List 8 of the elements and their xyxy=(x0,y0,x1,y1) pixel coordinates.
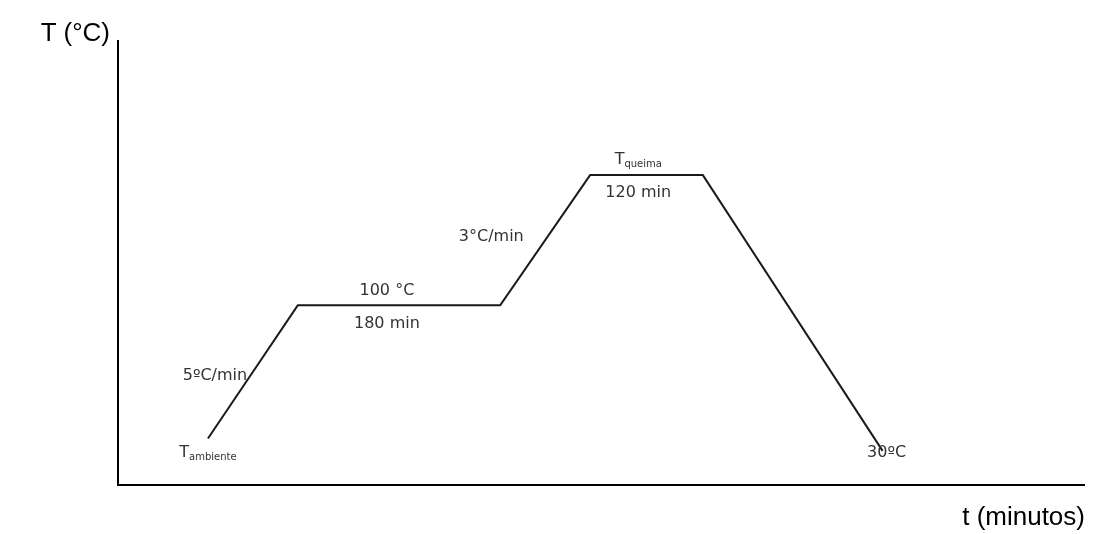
annotation: 5ºC/min xyxy=(182,364,248,384)
annotation: 3°C/min xyxy=(458,226,524,246)
annotation: 100 °C xyxy=(359,280,415,300)
y-axis-title: T (°C) xyxy=(40,17,110,48)
x-axis-title: t (minutos) xyxy=(962,501,1085,532)
annotation: 180 min xyxy=(354,313,420,333)
annotation: 120 min xyxy=(605,182,672,202)
annotation: 30ºC xyxy=(867,442,907,462)
